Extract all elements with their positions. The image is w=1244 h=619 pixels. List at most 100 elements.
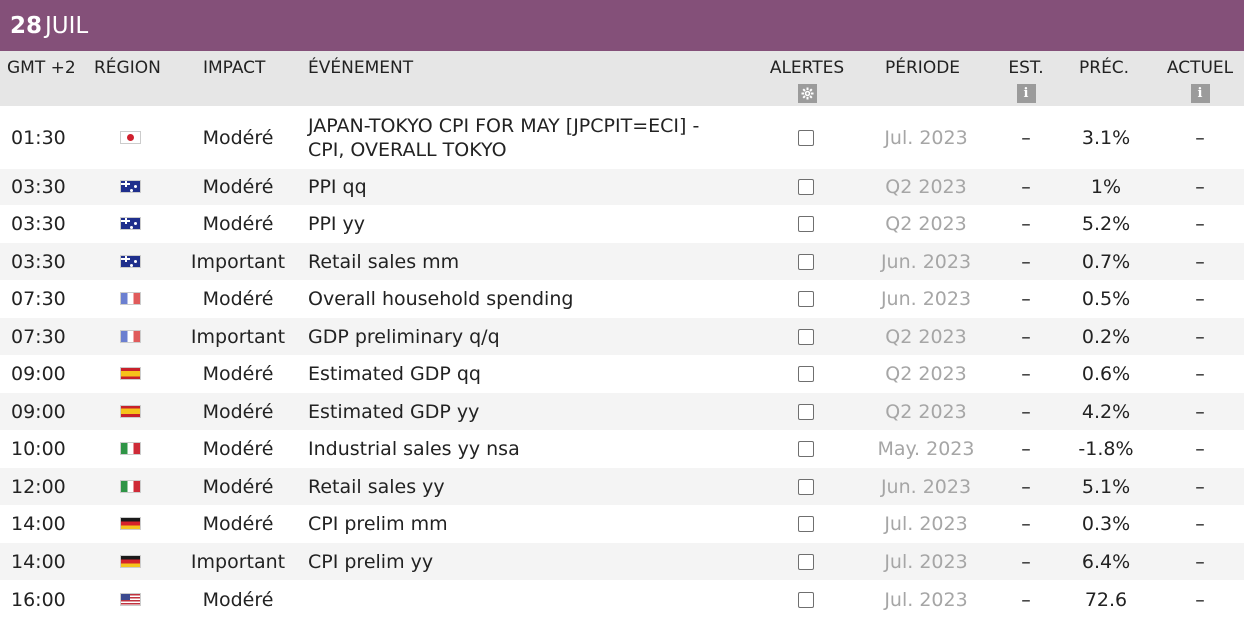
table-row: 03:30 Modéré PPI yy Q2 2023 – 5.2% –: [0, 205, 1244, 243]
event-name-line: CPI, OVERALL TOKYO: [308, 138, 507, 161]
table-row: 09:00 Modéré Estimated GDP qq Q2 2023 – 0.6% –: [0, 355, 1244, 393]
flag-fr-icon: [120, 292, 141, 305]
event-estimate: –: [1021, 588, 1031, 611]
event-period: Q2 2023: [885, 363, 967, 385]
event-period: Jul. 2023: [884, 550, 968, 573]
alert-checkbox[interactable]: [798, 591, 814, 608]
flag-au-icon: [120, 180, 141, 193]
event-estimate: –: [1021, 513, 1031, 535]
event-time: 09:00: [11, 400, 66, 423]
event-previous: 4.2%: [1081, 400, 1131, 423]
event-actual: –: [1195, 550, 1205, 573]
impact-label: Important: [190, 250, 286, 273]
flag-jp-icon: [120, 130, 141, 144]
table-row: 14:00 Important CPI prelim yy Jul. 2023 – 6.4…: [0, 543, 1244, 580]
alert-checkbox[interactable]: [798, 441, 814, 457]
event-previous: -1.8%: [1078, 438, 1134, 460]
table-row: 07:30 Modéré Overall household spending Jun…: [0, 280, 1244, 318]
impact-label: Modéré: [202, 475, 274, 498]
event-previous: 5.2%: [1081, 213, 1131, 235]
event-period: Jul. 2023: [884, 588, 968, 611]
event-actual: –: [1195, 400, 1205, 423]
flag-fr-icon: [120, 329, 141, 343]
event-period: Jul. 2023: [884, 513, 968, 535]
table-row: 01:30 Modéré JAPAN-TOKYO CPI FOR MAY [JPCP…: [0, 106, 1244, 169]
event-estimate: –: [1021, 325, 1031, 348]
alert-checkbox[interactable]: [798, 291, 814, 307]
event-name: PPI yy: [308, 213, 366, 235]
event-period: Q2 2023: [885, 213, 967, 235]
event-time: 10:00: [11, 438, 66, 460]
alert-checkbox[interactable]: [798, 179, 814, 195]
event-time: 14:00: [11, 513, 66, 535]
header-impact: IMPACT: [203, 58, 266, 78]
impact-label: Modéré: [202, 288, 274, 310]
event-name: CPI prelim yy: [308, 550, 434, 573]
header-alerts: ALERTES: [760, 59, 854, 103]
event-actual: –: [1195, 363, 1205, 385]
alert-checkbox[interactable]: [798, 478, 814, 495]
event-estimate: –: [1021, 213, 1031, 235]
flag-it-icon: [120, 442, 141, 455]
event-actual: –: [1195, 126, 1205, 149]
event-previous: 1%: [1090, 176, 1122, 198]
flag-de-icon: [120, 554, 141, 568]
info-icon[interactable]: i: [1190, 84, 1210, 103]
event-period: Jun. 2023: [880, 475, 972, 498]
event-period: Q2 2023: [885, 176, 967, 198]
alert-checkbox[interactable]: [798, 553, 814, 570]
alert-checkbox[interactable]: [798, 253, 814, 270]
info-icon[interactable]: i: [1016, 84, 1036, 103]
flag-es-icon: [120, 367, 141, 380]
impact-label: Modéré: [202, 438, 274, 460]
flag-it-icon: [120, 479, 141, 493]
event-period: Jul. 2023: [884, 126, 968, 149]
event-name: Retail sales mm: [308, 250, 460, 273]
event-time: 09:00: [11, 363, 66, 385]
event-time: 03:30: [11, 213, 66, 235]
event-time: 07:30: [11, 325, 66, 348]
impact-label: Important: [190, 325, 286, 348]
event-actual: –: [1195, 513, 1205, 535]
event-time: 12:00: [11, 475, 66, 498]
gear-icon[interactable]: [797, 84, 817, 103]
table-row: 14:00 Modéré CPI prelim mm Jul. 2023 – 0.3% –: [0, 505, 1244, 543]
impact-label: Modéré: [202, 363, 274, 385]
event-actual: –: [1195, 325, 1205, 348]
alert-checkbox[interactable]: [798, 328, 814, 345]
event-time: 14:00: [11, 550, 66, 573]
impact-label: Modéré: [202, 588, 274, 611]
alert-checkbox[interactable]: [798, 403, 814, 420]
event-name: Retail sales yy: [308, 475, 445, 498]
event-name: GDP preliminary q/q: [308, 325, 500, 348]
alert-checkbox[interactable]: [798, 216, 814, 232]
table-row: 03:30 Modéré PPI qq Q2 2023 – 1% –: [0, 169, 1244, 205]
event-previous: 0.7%: [1081, 250, 1131, 273]
event-estimate: –: [1021, 475, 1031, 498]
event-name-line: JAPAN-TOKYO CPI FOR MAY [JPCPIT=ECI] -: [308, 114, 700, 137]
event-previous: 6.4%: [1081, 550, 1131, 573]
date-banner: 28 JUIL: [0, 0, 1244, 51]
event-actual: –: [1195, 475, 1205, 498]
impact-label: Modéré: [202, 176, 274, 198]
event-actual: –: [1195, 288, 1205, 310]
event-time: 16:00: [11, 588, 66, 611]
header-prec: PRÉC.: [1079, 58, 1130, 78]
event-previous: 5.1%: [1081, 475, 1131, 498]
header-actual-label: ACTUEL: [1166, 58, 1234, 78]
event-estimate: –: [1021, 288, 1031, 310]
table-row: 12:00 Modéré Retail sales yy Jun. 2023 – 5.1%…: [0, 468, 1244, 505]
event-estimate: –: [1021, 126, 1031, 149]
table-row: 10:00 Modéré Industrial sales yy nsa May. 2…: [0, 430, 1244, 468]
alert-checkbox[interactable]: [798, 366, 814, 382]
header-event: ÉVÉNEMENT: [308, 58, 414, 78]
event-actual: –: [1195, 213, 1205, 235]
table-header: GMT +2 RÉGION IMPACT ÉVÉNEMENT ALERTES P…: [0, 51, 1244, 106]
alert-checkbox[interactable]: [798, 516, 814, 532]
event-estimate: –: [1021, 438, 1031, 460]
event-previous: 0.6%: [1081, 363, 1131, 385]
alert-checkbox[interactable]: [798, 129, 814, 146]
event-period: Q2 2023: [885, 400, 967, 423]
impact-label: Modéré: [202, 126, 274, 149]
event-actual: –: [1195, 250, 1205, 273]
